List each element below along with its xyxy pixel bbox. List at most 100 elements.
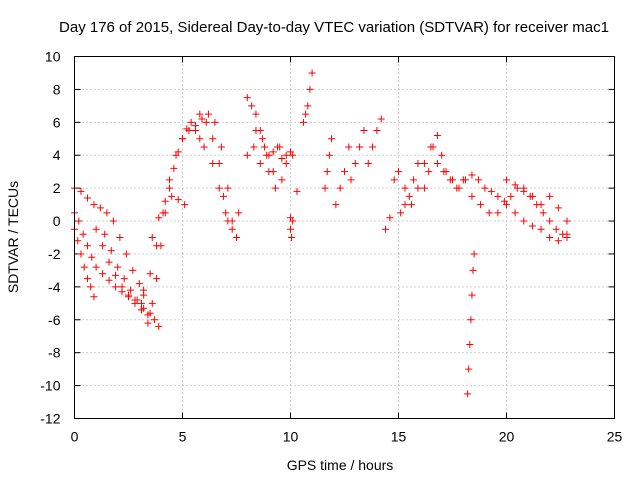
data-point: [256, 159, 264, 167]
data-point: [308, 69, 316, 77]
data-point: [401, 201, 409, 209]
data-point: [101, 230, 109, 238]
data-point: [146, 309, 154, 317]
data-point: [148, 234, 156, 241]
data-point: [79, 230, 87, 238]
data-point: [373, 127, 381, 135]
data-point: [511, 209, 519, 217]
data-point: [107, 247, 115, 255]
series-arc-4: [92, 225, 163, 330]
data-point: [539, 209, 547, 217]
data-point: [103, 209, 111, 217]
data-point: [112, 271, 120, 279]
data-point: [90, 293, 98, 301]
series-arc-19: [347, 127, 368, 184]
data-point: [382, 225, 390, 233]
y-tick-label: -4: [48, 279, 61, 295]
data-point: [168, 192, 176, 200]
data-point: [217, 143, 225, 151]
data-point: [99, 242, 107, 250]
data-point: [282, 151, 290, 159]
data-point: [287, 225, 294, 233]
data-point: [261, 143, 269, 151]
data-point: [269, 148, 277, 156]
data-point: [83, 275, 91, 283]
series-arc-20: [364, 115, 385, 167]
data-point: [99, 270, 107, 278]
data-point: [563, 230, 571, 238]
data-point: [469, 266, 477, 274]
data-point: [263, 151, 271, 159]
data-point: [503, 176, 510, 184]
data-point: [75, 217, 83, 225]
data-point: [351, 159, 359, 167]
data-point: [433, 131, 441, 139]
data-point: [511, 181, 519, 189]
data-point: [122, 250, 130, 258]
data-point: [360, 127, 368, 135]
data-point: [321, 184, 329, 192]
data-point: [172, 151, 180, 159]
chart-title: Day 176 of 2015, Sidereal Day-to-day VTE…: [59, 19, 609, 36]
data-point: [554, 204, 562, 212]
x-tick-label: 20: [499, 429, 515, 445]
data-point: [148, 299, 156, 307]
data-point: [341, 168, 348, 176]
data-point: [278, 176, 286, 184]
data-point: [528, 192, 536, 200]
data-point: [420, 184, 428, 192]
data-point: [248, 102, 256, 110]
data-point: [166, 176, 174, 184]
data-point: [74, 237, 82, 245]
data-point: [155, 214, 163, 222]
y-tick-label: 2: [53, 180, 61, 196]
data-point: [288, 234, 296, 241]
data-point: [153, 275, 161, 283]
data-point: [153, 242, 161, 250]
data-point: [470, 250, 478, 258]
data-point: [449, 176, 456, 184]
data-point: [420, 159, 428, 167]
data-point: [369, 143, 377, 151]
data-point: [464, 390, 472, 398]
x-tick-label: 25: [607, 429, 623, 445]
data-point: [278, 155, 286, 163]
series-arc-28: [503, 176, 571, 225]
data-point: [485, 209, 493, 217]
data-point: [271, 184, 279, 192]
data-point: [120, 275, 128, 283]
y-tick-label: -8: [48, 345, 61, 361]
data-point: [185, 127, 193, 135]
data-point: [129, 266, 137, 274]
plot-frame: [74, 56, 615, 419]
data-point: [118, 283, 126, 291]
data-point: [466, 340, 474, 348]
data-point: [325, 151, 333, 159]
data-point: [77, 250, 85, 258]
data-point: [304, 102, 312, 110]
data-point: [328, 135, 336, 143]
data-point: [250, 143, 258, 151]
y-tick-label: -6: [48, 312, 61, 328]
data-point: [520, 184, 528, 192]
data-point: [209, 135, 217, 143]
x-tick-label: 5: [179, 429, 187, 445]
data-point: [306, 85, 314, 93]
data-point: [481, 184, 489, 192]
series-arc-13: [252, 127, 286, 192]
data-point: [83, 194, 91, 202]
data-point: [528, 222, 536, 230]
data-point: [96, 204, 104, 212]
data-point: [140, 291, 148, 299]
data-point: [356, 143, 364, 151]
data-point: [243, 151, 251, 159]
data-point: [377, 115, 385, 123]
y-tick-label: 0: [53, 213, 61, 229]
data-point: [198, 115, 206, 123]
data-point: [159, 209, 167, 217]
data-point: [397, 209, 405, 217]
data-point: [429, 143, 437, 151]
data-point: [282, 159, 290, 167]
series-arc-26: [459, 176, 571, 245]
data-point: [433, 159, 441, 167]
